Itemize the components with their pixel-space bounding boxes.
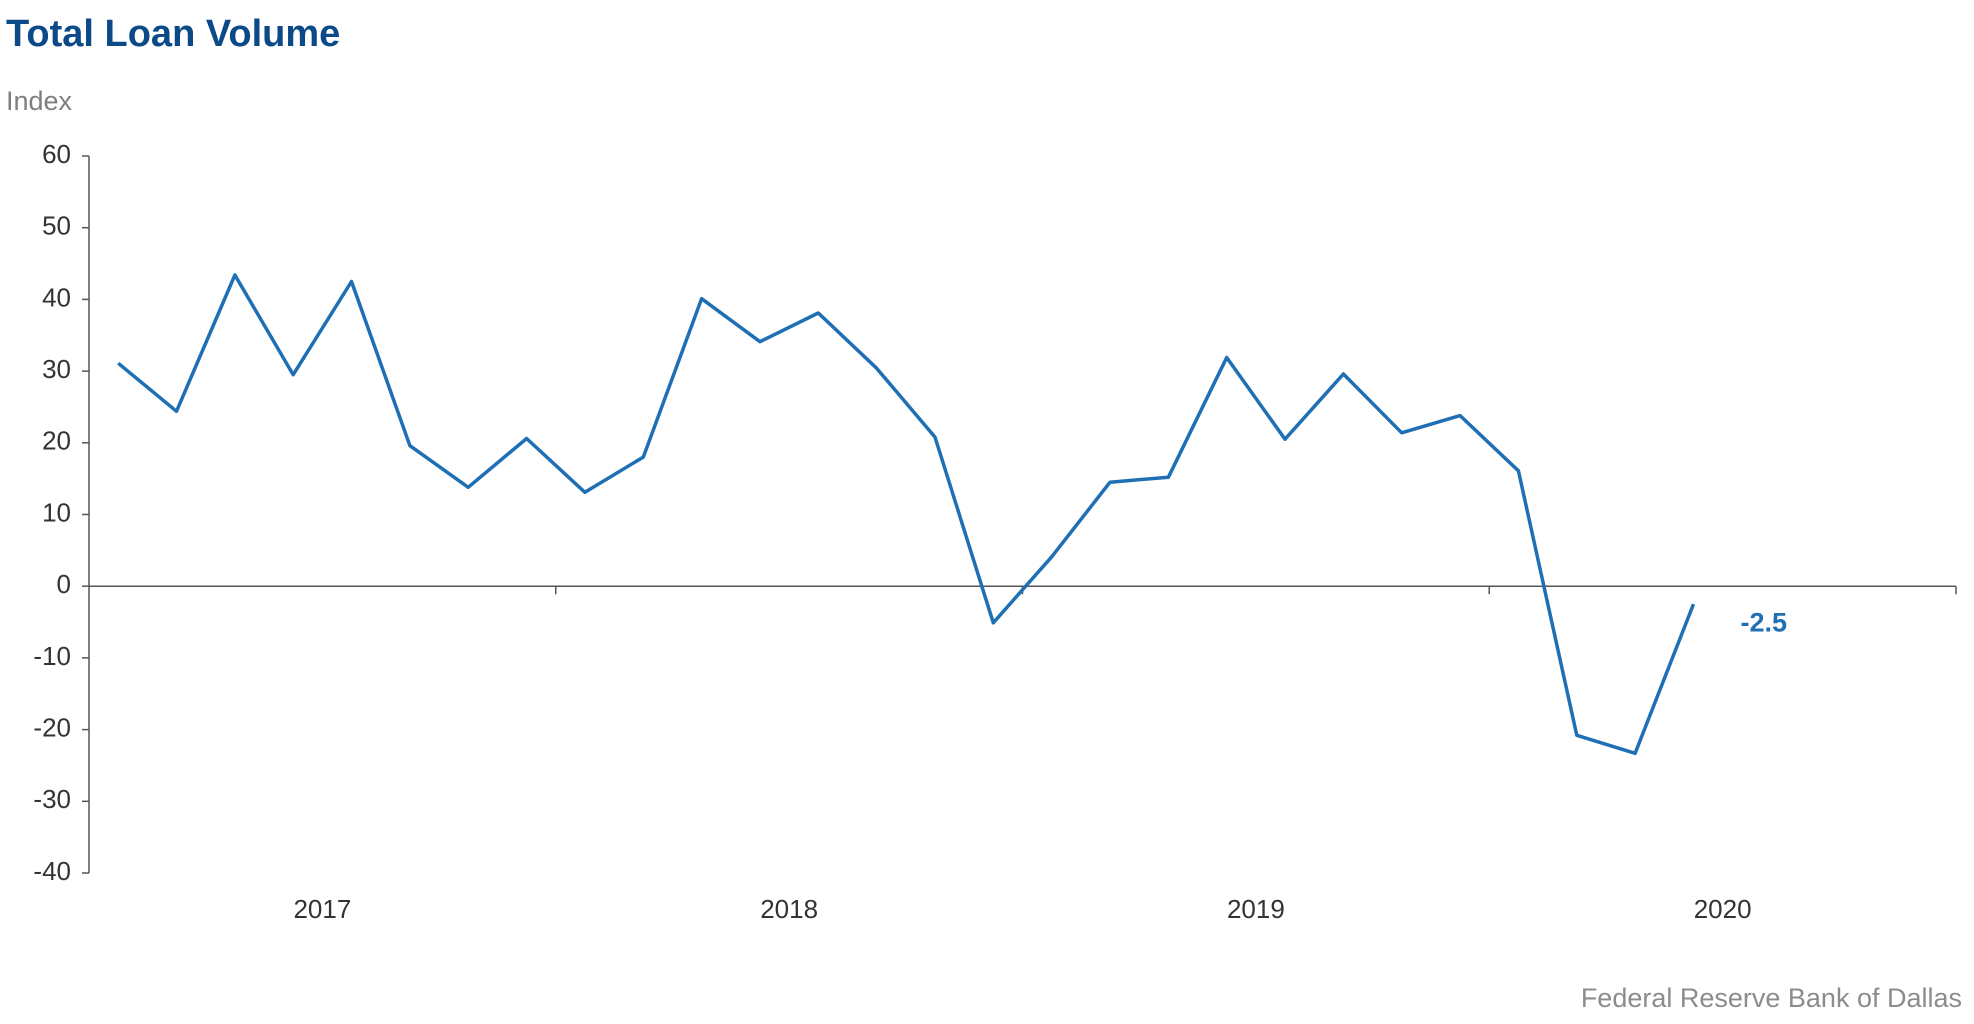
chart-title: Total Loan Volume: [6, 13, 340, 55]
data-line: [117, 273, 1696, 756]
y-tick-label: 30: [42, 354, 71, 384]
x-tick-label: 2018: [760, 894, 818, 924]
data-label: -2.5: [1740, 607, 1787, 637]
y-tick-label: -30: [33, 784, 71, 814]
source: Federal Reserve Bank of Dallas: [1581, 983, 1962, 1013]
x-tick-label: 2020: [1694, 894, 1752, 924]
y-tick-label: -20: [33, 712, 71, 742]
y-tick-label: 40: [42, 282, 71, 312]
x-tick-label: 2019: [1227, 894, 1285, 924]
y-tick-label: 0: [57, 569, 71, 599]
y-axis-label: Index: [6, 86, 73, 116]
y-tick-label: -40: [33, 856, 71, 886]
y-tick-label: 10: [42, 497, 71, 527]
x-tick-label: 2017: [293, 894, 351, 924]
y-tick-label: 50: [42, 211, 71, 241]
y-tick-label: 60: [42, 139, 71, 169]
y-tick-label: -10: [33, 641, 71, 671]
y-tick-label: 20: [42, 426, 71, 456]
